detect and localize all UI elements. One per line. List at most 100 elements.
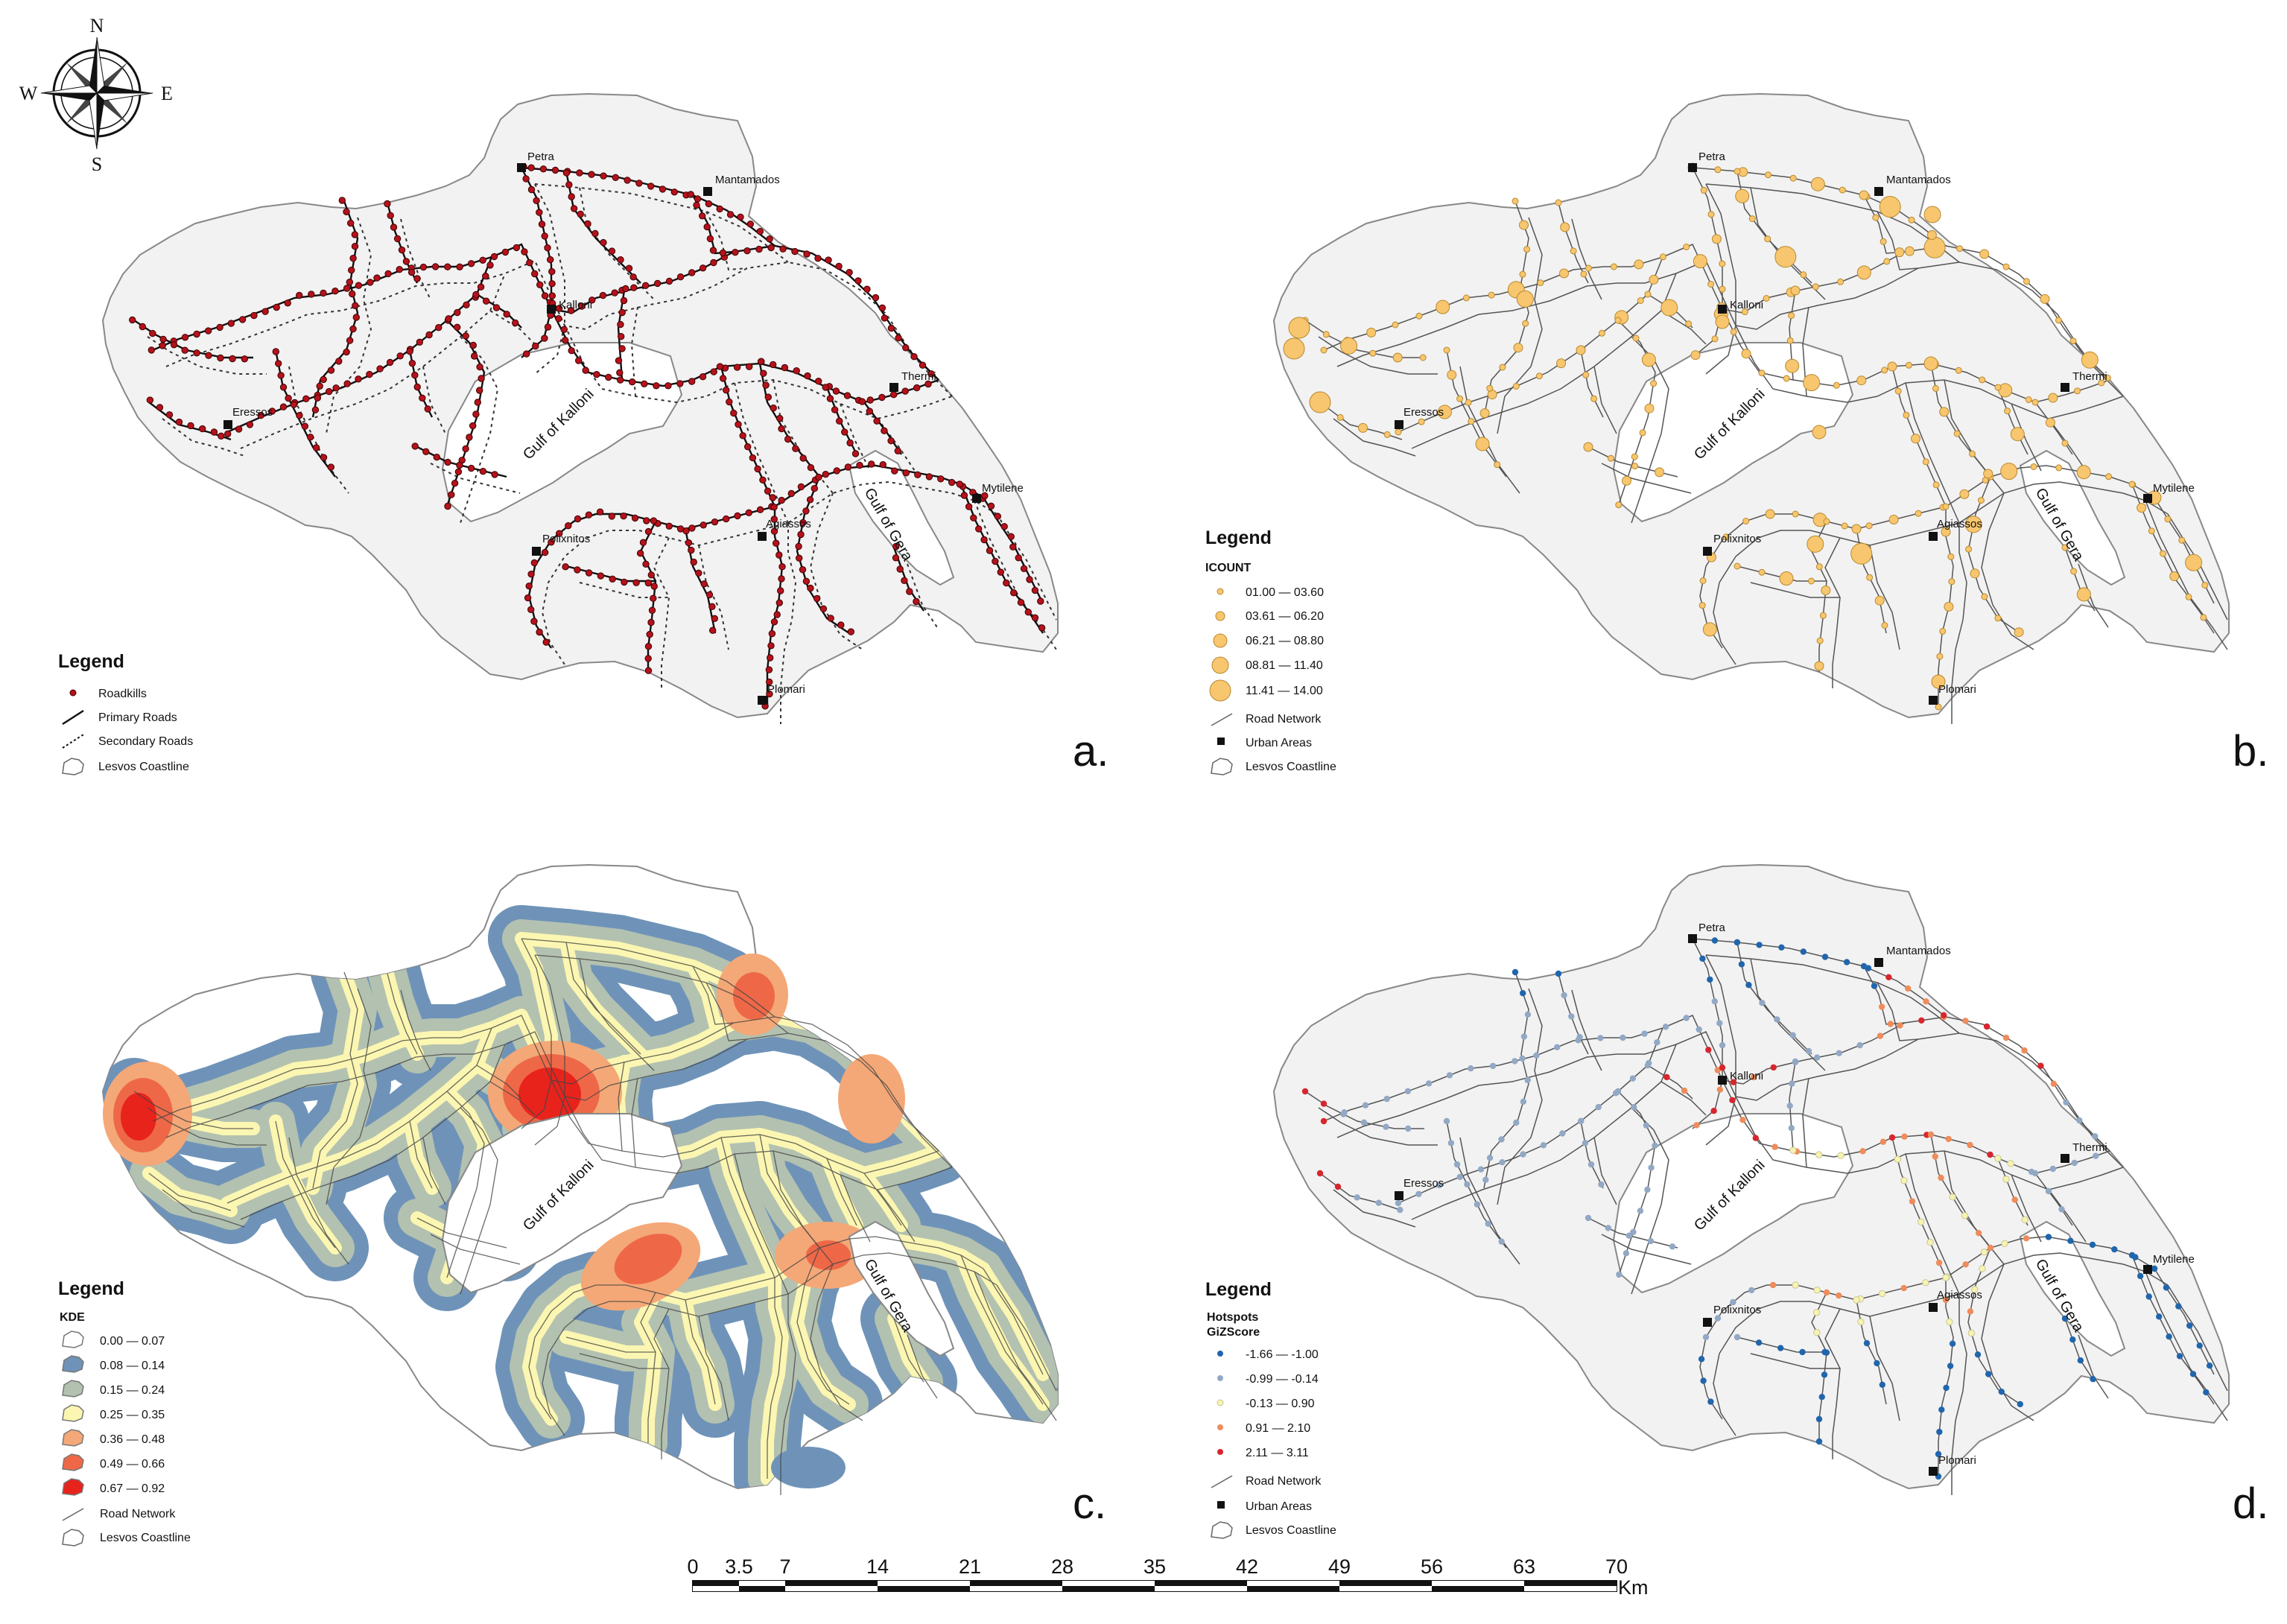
legend-d-class-3-symbol bbox=[1217, 1399, 1224, 1406]
hotspot-point bbox=[1815, 1151, 1823, 1158]
legend-d-class-4-symbol bbox=[1217, 1424, 1223, 1430]
roadkill-point bbox=[308, 291, 315, 298]
hotspot-point bbox=[1774, 1016, 1780, 1023]
icount-point bbox=[2164, 516, 2172, 523]
icount-point bbox=[2148, 527, 2155, 535]
roadkill-point bbox=[644, 655, 652, 662]
legend-d-urban-symbol bbox=[1217, 1501, 1225, 1509]
legend-d-field: Hotspots bbox=[1207, 1311, 1258, 1324]
icount-point bbox=[1659, 253, 1666, 261]
icount-point bbox=[1979, 376, 1986, 384]
roadkill-point bbox=[492, 304, 501, 311]
hotspot-point bbox=[1520, 1151, 1526, 1158]
scale-bar-labels: 0 3.5 7 14 21 28 35 42 49 56 63 70 bbox=[687, 1555, 1628, 1578]
icount-point bbox=[1392, 321, 1399, 329]
roadkill-point bbox=[693, 201, 700, 209]
panel-label-c: c. bbox=[1073, 1479, 1106, 1528]
roadkill-point bbox=[578, 302, 586, 310]
town-label-mytilene: Mytilene bbox=[2153, 1253, 2195, 1266]
hotspot-point bbox=[1856, 1041, 1863, 1049]
roadkill-point bbox=[472, 410, 480, 418]
town-marker-thermi bbox=[2061, 1154, 2069, 1163]
hotspot-point bbox=[1815, 1438, 1823, 1445]
icount-point bbox=[1730, 328, 1737, 335]
icount-point bbox=[1894, 387, 1902, 395]
roadkill-point bbox=[302, 395, 310, 402]
hotspot-point bbox=[1577, 1117, 1585, 1125]
icount-point bbox=[1443, 346, 1450, 354]
roadkill-point bbox=[631, 514, 639, 522]
icount-point bbox=[1702, 622, 1717, 637]
roadkill-point bbox=[296, 291, 303, 299]
compass-point-west-light bbox=[40, 85, 98, 94]
roadkill-point bbox=[892, 542, 900, 551]
roadkill-point bbox=[159, 342, 166, 349]
roadkill-point bbox=[584, 220, 591, 228]
roadkill-point bbox=[482, 272, 489, 280]
roadkill-point bbox=[536, 628, 543, 636]
roadkill-point bbox=[927, 370, 935, 378]
scale-bar-tick-label: 21 bbox=[959, 1555, 981, 1578]
roadkill-point bbox=[648, 606, 656, 614]
hotspot-point bbox=[1878, 1290, 1886, 1298]
kde-isolated-patch-0-08 bbox=[771, 1447, 846, 1488]
icount-point bbox=[1494, 461, 1501, 469]
icount-point bbox=[2169, 571, 2180, 581]
icount-point bbox=[1644, 291, 1652, 298]
roadkill-point bbox=[424, 405, 431, 413]
panel-label-b: b. bbox=[2233, 727, 2268, 775]
hotspot-point bbox=[1616, 1271, 1623, 1278]
legend-d-subfield: GiZScore bbox=[1207, 1326, 1260, 1339]
roadkill-point bbox=[779, 245, 787, 253]
roadkill-point bbox=[709, 627, 717, 634]
roadkill-point bbox=[986, 547, 994, 554]
roadkill-point bbox=[775, 551, 783, 559]
roadkill-point bbox=[227, 320, 235, 327]
icount-point bbox=[1465, 399, 1472, 406]
hotspot-point bbox=[1644, 1062, 1652, 1069]
hotspot-point bbox=[1598, 1181, 1605, 1188]
icount-point bbox=[1994, 615, 2002, 622]
roadkill-point bbox=[891, 467, 898, 475]
roadkill-point bbox=[787, 489, 796, 498]
hotspot-point bbox=[1987, 1244, 1994, 1252]
roadkill-point bbox=[642, 282, 650, 289]
roadkill-point bbox=[665, 277, 673, 285]
roadkill-point bbox=[479, 256, 486, 264]
icount-point bbox=[1947, 553, 1955, 560]
town-marker-polixnitos bbox=[1703, 1318, 1712, 1327]
hotspot-point bbox=[1561, 992, 1567, 999]
roadkill-point bbox=[833, 467, 841, 475]
roadkill-point bbox=[815, 378, 822, 385]
legend-d-class-1-symbol bbox=[1217, 1351, 1223, 1357]
hotspot-point bbox=[1814, 1054, 1821, 1061]
icount-point bbox=[1923, 236, 1946, 258]
roadkill-point bbox=[454, 308, 461, 317]
hotspot-point bbox=[1900, 1177, 1908, 1184]
hotspot-point bbox=[1637, 1208, 1644, 1214]
roadkill-point bbox=[285, 394, 292, 402]
roadkill-point bbox=[854, 277, 862, 285]
hotspot-point bbox=[1949, 1193, 1956, 1201]
scale-bar-segment-bottom bbox=[1432, 1586, 1524, 1591]
roadkill-point bbox=[643, 517, 650, 524]
hotspot-point bbox=[1474, 1201, 1481, 1208]
hotspot-point bbox=[1938, 1174, 1944, 1181]
hotspot-point bbox=[1821, 954, 1829, 960]
roadkill-point bbox=[793, 367, 800, 375]
legend-c: Legend KDE 0.00 — 0.07 0.08 — 0.14 0.15 … bbox=[58, 1278, 191, 1547]
scale-bar-segment-bottom bbox=[1339, 1586, 1432, 1591]
legend-c-class-7-swatch bbox=[62, 1478, 84, 1496]
hotspot-point bbox=[1922, 1279, 1929, 1287]
legend-b-coastline-symbol bbox=[1211, 758, 1233, 775]
icount-point bbox=[1941, 527, 1951, 537]
roadkill-point bbox=[770, 527, 778, 535]
icount-point bbox=[2030, 463, 2037, 470]
panel-label-d: d. bbox=[2233, 1479, 2268, 1528]
icount-point bbox=[1911, 434, 1920, 444]
legend-d-class-4: 0.91 — 2.10 bbox=[1246, 1422, 1310, 1435]
hotspot-point bbox=[2128, 1252, 2136, 1259]
icount-point bbox=[2074, 387, 2081, 395]
hotspot-point bbox=[1789, 1080, 1795, 1087]
town-label-eressos: Eressos bbox=[1403, 1177, 1444, 1190]
